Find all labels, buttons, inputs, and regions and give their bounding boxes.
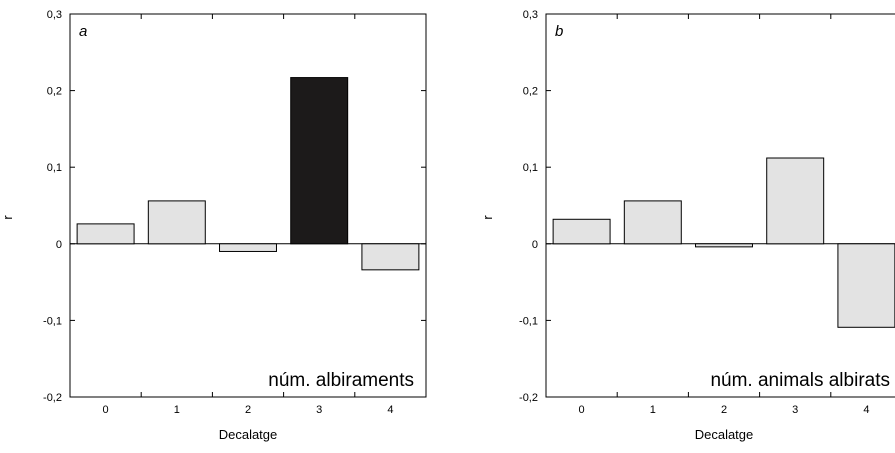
bar-3 — [290, 77, 349, 245]
y-tick-label: 0 — [56, 239, 62, 251]
y-tick-label: 0,3 — [47, 9, 62, 21]
y-axis-label: r — [480, 215, 495, 220]
y-axis-label: r — [0, 215, 15, 220]
plot-frame — [69, 13, 427, 398]
x-axis-label: Decalatge — [219, 427, 278, 442]
y-tick-label: -0,1 — [43, 315, 62, 327]
x-tick-label: 4 — [387, 404, 393, 416]
x-tick-label: 0 — [579, 404, 585, 416]
y-tick-label: 0,1 — [523, 162, 538, 174]
bar-0 — [76, 223, 135, 245]
panel-letter: b — [555, 23, 563, 40]
x-axis-label: Decalatge — [695, 427, 754, 442]
panel-title: núm. albiraments — [268, 370, 414, 391]
x-tick-label: 2 — [245, 404, 251, 416]
bar-0 — [552, 218, 611, 245]
panel-title: núm. animals albirats — [710, 370, 890, 391]
x-tick-label: 3 — [316, 404, 322, 416]
bar-1 — [623, 200, 682, 245]
bar-4 — [361, 243, 420, 271]
y-tick-label: 0,2 — [523, 86, 538, 98]
y-tick-label: -0,2 — [43, 392, 62, 404]
bar-2 — [219, 243, 277, 252]
x-tick-label: 1 — [650, 404, 656, 416]
x-tick-label: 3 — [792, 404, 798, 416]
y-tick-label: 0,2 — [47, 86, 62, 98]
x-tick-label: 2 — [721, 404, 727, 416]
bar-1 — [147, 200, 206, 245]
bar-2 — [695, 243, 753, 248]
plot-frame — [545, 13, 895, 398]
panel-b: -0,2 -0,1 0 0,1 0,2 0,3 0 1 2 3 4 Decalatge r b núm. a… — [480, 9, 895, 442]
x-tick-label: 4 — [863, 404, 869, 416]
y-tick-label: 0,1 — [47, 162, 62, 174]
y-tick-label: 0,3 — [523, 9, 538, 21]
panel-a: -0,2 -0,1 0 0,1 0,2 0,3 0 1 2 3 4 Decalatge r a núm. a… — [0, 9, 427, 442]
bar-3 — [766, 157, 825, 245]
x-tick-label: 0 — [103, 404, 109, 416]
x-tick-label: 1 — [174, 404, 180, 416]
bar-4 — [837, 243, 895, 328]
y-tick-label: -0,1 — [519, 315, 538, 327]
y-tick-label: -0,2 — [519, 392, 538, 404]
panel-letter: a — [79, 23, 87, 40]
y-tick-label: 0 — [532, 239, 538, 251]
